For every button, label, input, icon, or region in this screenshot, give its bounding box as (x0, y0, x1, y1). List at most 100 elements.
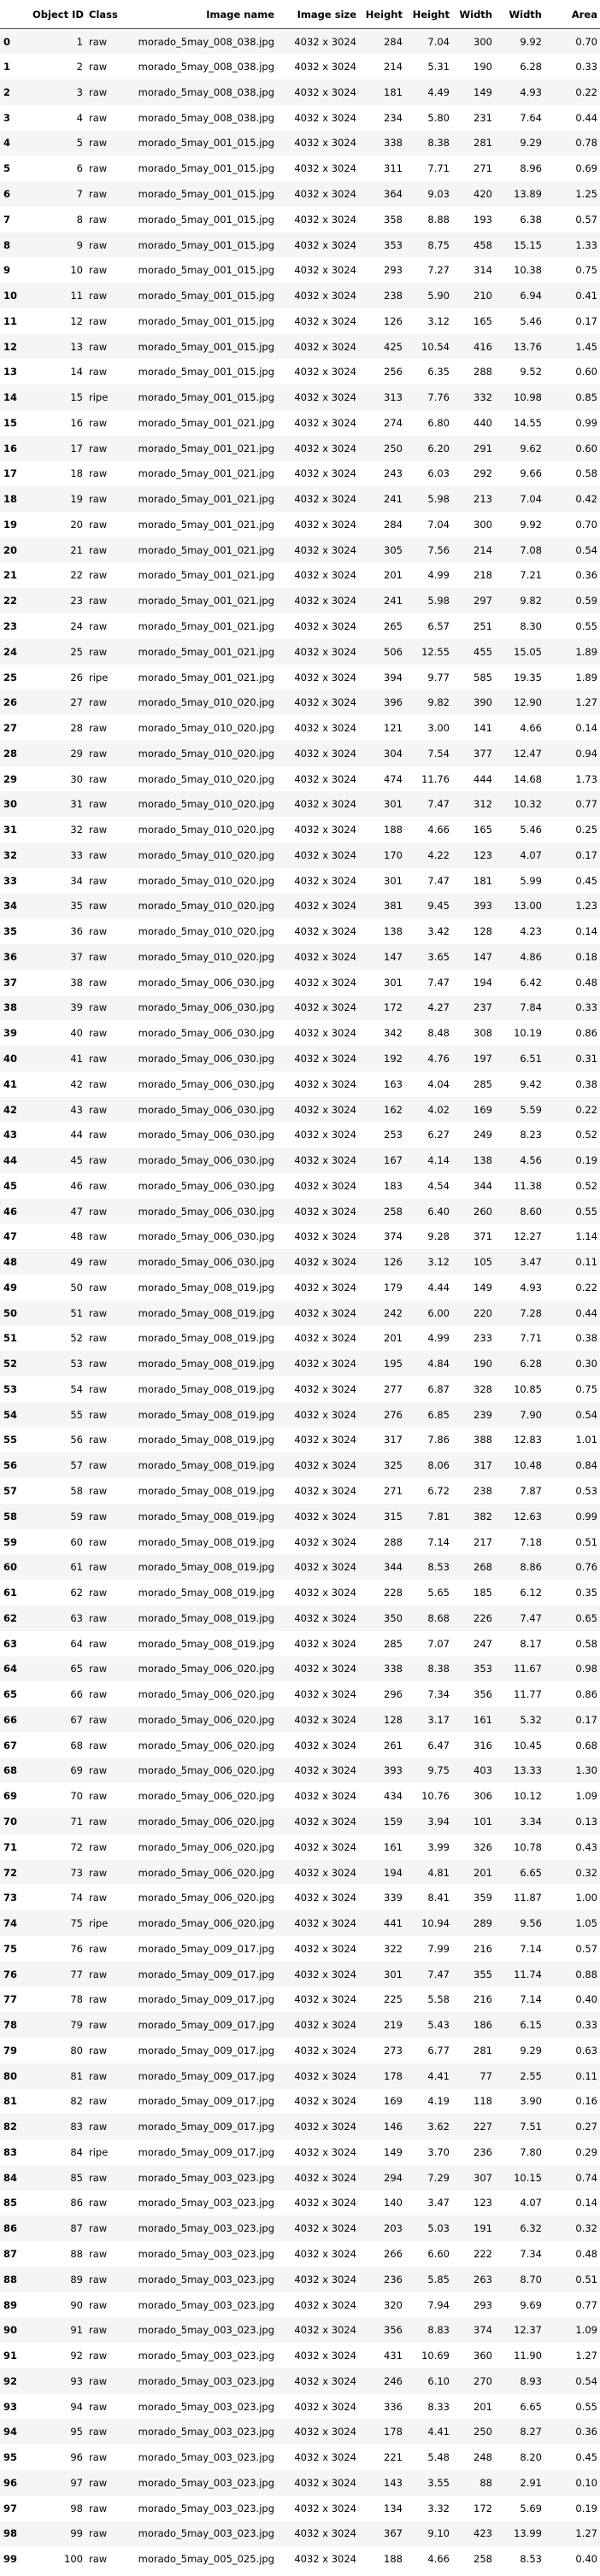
image-size-cell: 4032 x 3024 (294, 1637, 356, 1650)
image-name-cell: morado_5may_001_015.jpg (138, 290, 274, 302)
width-cm-cell: 10.98 (514, 391, 542, 404)
height-cm-cell: 9.28 (427, 1230, 450, 1243)
image-size-cell: 4032 x 3024 (294, 1561, 356, 1574)
image-size-cell: 4032 x 3024 (294, 391, 356, 404)
width-cm-cell: 7.34 (520, 2247, 542, 2260)
width-px-cell: 88 (479, 2476, 492, 2489)
class-cell: raw (89, 1713, 108, 1726)
width-cm-cell: 11.74 (514, 1968, 542, 1980)
height-px-cell: 214 (384, 61, 403, 73)
area-cell: 1.09 (575, 1790, 597, 1803)
height-px-cell: 261 (384, 1739, 403, 1752)
row-index: 26 (3, 696, 18, 709)
image-size-cell: 4032 x 3024 (294, 1459, 356, 1472)
table-row: 72 73 raw morado_5may_006_020.jpg 4032 x 302… (0, 1859, 600, 1886)
table-row: 2 3 raw morado_5may_008_038.jpg 4032 x 3024 1… (0, 79, 600, 105)
width-cm-cell: 8.30 (520, 619, 542, 632)
table-row: 86 87 raw morado_5may_003_023.jpg 4032 x 302… (0, 2215, 600, 2242)
row-index: 56 (3, 1459, 18, 1472)
table-row: 42 43 raw morado_5may_006_030.jpg 4032 x 302… (0, 1096, 600, 1123)
row-index: 15 (3, 416, 18, 429)
row-index: 78 (3, 2019, 18, 2032)
width-px-cell: 263 (474, 2273, 492, 2286)
width-cm-cell: 4.86 (520, 950, 542, 963)
table-row: 6 7 raw morado_5may_001_015.jpg 4032 x 3024 3… (0, 181, 600, 207)
width-cm-cell: 4.07 (520, 848, 542, 861)
height-px-cell: 246 (384, 2374, 403, 2387)
table-row: 52 53 raw morado_5may_008_019.jpg 4032 x 302… (0, 1351, 600, 1377)
row-index: 41 (3, 1077, 18, 1090)
image-name-cell: morado_5may_006_030.jpg (138, 976, 274, 989)
image-name-cell: morado_5may_008_038.jpg (138, 85, 274, 98)
object-id-cell: 90 (70, 2298, 83, 2311)
area-cell: 0.22 (575, 1281, 597, 1294)
width-px-cell: 328 (474, 1382, 492, 1395)
height-px-cell: 159 (384, 1815, 403, 1828)
width-cm-cell: 8.17 (520, 1637, 542, 1650)
area-cell: 0.78 (575, 137, 597, 150)
height-px-cell: 161 (384, 1840, 403, 1853)
class-cell: raw (89, 1077, 108, 1090)
height-px-cell: 195 (384, 1358, 403, 1370)
height-px-cell: 474 (384, 772, 403, 785)
width-cm-cell: 14.68 (514, 772, 542, 785)
height-px-cell: 367 (384, 2527, 403, 2540)
object-id-cell: 84 (70, 2145, 83, 2158)
row-index: 6 (3, 187, 11, 200)
height-cm-cell: 7.29 (427, 2171, 450, 2184)
height-px-cell: 431 (384, 2350, 403, 2362)
width-px-cell: 194 (474, 976, 492, 989)
width-cm-cell: 9.52 (520, 366, 542, 378)
image-name-cell: morado_5may_010_020.jpg (138, 722, 274, 735)
object-id-cell: 60 (70, 1535, 83, 1548)
image-name-cell: morado_5may_001_015.jpg (138, 314, 274, 327)
image-size-cell: 4032 x 3024 (294, 1764, 356, 1777)
class-cell: raw (89, 35, 108, 48)
class-cell: raw (89, 2019, 108, 2032)
width-cm-cell: 8.27 (520, 2426, 542, 2438)
row-index: 63 (3, 1637, 18, 1650)
area-cell: 0.40 (575, 2553, 597, 2566)
row-index: 24 (3, 645, 18, 658)
object-id-cell: 83 (70, 2121, 83, 2133)
row-index: 83 (3, 2145, 18, 2158)
area-cell: 0.45 (575, 2451, 597, 2464)
width-cm-cell: 10.15 (514, 2171, 542, 2184)
table-row: 55 56 raw morado_5may_008_019.jpg 4032 x 302… (0, 1428, 600, 1453)
height-px-cell: 338 (384, 1663, 403, 1675)
width-px-cell: 258 (474, 2553, 492, 2566)
row-index: 90 (3, 2324, 18, 2337)
class-cell: raw (89, 1611, 108, 1624)
row-index: 22 (3, 595, 18, 607)
height-cm-cell: 7.81 (427, 1510, 450, 1523)
width-px-cell: 201 (474, 1866, 492, 1879)
image-size-cell: 4032 x 3024 (294, 1077, 356, 1090)
object-id-cell: 36 (70, 925, 83, 938)
class-cell: raw (89, 798, 108, 811)
area-cell: 1.09 (575, 2324, 597, 2337)
area-cell: 0.17 (575, 1713, 597, 1726)
table-row: 23 24 raw morado_5may_001_021.jpg 4032 x 302… (0, 613, 600, 639)
image-size-cell: 4032 x 3024 (294, 1382, 356, 1395)
height-cm-cell: 10.69 (421, 2350, 450, 2362)
width-px-cell: 161 (474, 1713, 492, 1726)
class-cell: raw (89, 2197, 108, 2209)
width-px-cell: 281 (474, 2044, 492, 2057)
image-name-cell: morado_5may_008_019.jpg (138, 1561, 274, 1574)
area-cell: 0.86 (575, 1027, 597, 1040)
image-name-cell: morado_5may_006_030.jpg (138, 1179, 274, 1192)
width-cm-cell: 9.82 (520, 595, 542, 607)
image-name-cell: morado_5may_001_021.jpg (138, 569, 274, 582)
image-name-cell: morado_5may_001_021.jpg (138, 619, 274, 632)
image-name-cell: morado_5may_001_021.jpg (138, 416, 274, 429)
object-id-cell: 91 (70, 2324, 83, 2337)
height-cm-cell: 4.19 (427, 2095, 450, 2108)
object-id-cell: 57 (70, 1459, 83, 1472)
object-id-cell: 78 (70, 1993, 83, 2006)
row-index: 38 (3, 1001, 18, 1014)
height-cm-cell: 7.14 (427, 1535, 450, 1548)
height-px-cell: 241 (384, 595, 403, 607)
height-px-cell: 126 (384, 314, 403, 327)
image-size-cell: 4032 x 3024 (294, 1892, 356, 1904)
